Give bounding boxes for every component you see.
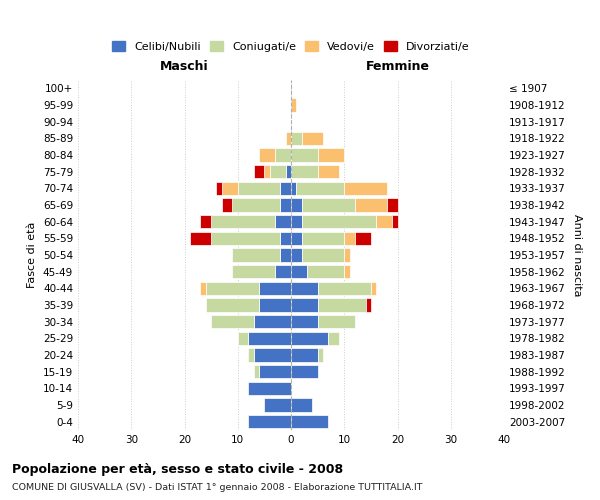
Y-axis label: Anni di nascita: Anni di nascita bbox=[572, 214, 582, 296]
Bar bbox=[291, 282, 317, 295]
Bar bbox=[222, 198, 232, 211]
Text: Femmine: Femmine bbox=[365, 60, 430, 74]
Bar bbox=[291, 348, 317, 362]
Bar bbox=[275, 148, 291, 162]
Bar bbox=[232, 248, 280, 262]
Bar bbox=[254, 365, 259, 378]
Bar bbox=[387, 198, 398, 211]
Bar bbox=[248, 348, 254, 362]
Bar bbox=[222, 182, 238, 195]
Bar bbox=[291, 315, 317, 328]
Bar bbox=[265, 398, 291, 411]
Bar bbox=[280, 198, 291, 211]
Bar bbox=[238, 182, 280, 195]
Bar bbox=[317, 165, 339, 178]
Bar bbox=[355, 232, 371, 245]
Bar bbox=[238, 332, 248, 345]
Bar bbox=[286, 165, 291, 178]
Legend: Celibi/Nubili, Coniugati/e, Vedovi/e, Divorziati/e: Celibi/Nubili, Coniugati/e, Vedovi/e, Di… bbox=[108, 36, 474, 56]
Bar bbox=[200, 215, 211, 228]
Bar bbox=[211, 232, 280, 245]
Bar bbox=[232, 198, 280, 211]
Bar bbox=[248, 332, 291, 345]
Bar bbox=[275, 265, 291, 278]
Bar bbox=[291, 398, 313, 411]
Bar bbox=[317, 348, 323, 362]
Bar bbox=[280, 248, 291, 262]
Bar bbox=[291, 298, 317, 312]
Bar bbox=[270, 165, 286, 178]
Bar bbox=[291, 415, 328, 428]
Bar bbox=[365, 298, 371, 312]
Bar bbox=[344, 232, 355, 245]
Bar bbox=[344, 265, 350, 278]
Bar bbox=[248, 415, 291, 428]
Bar bbox=[280, 232, 291, 245]
Bar bbox=[291, 365, 317, 378]
Bar bbox=[190, 232, 211, 245]
Bar bbox=[248, 382, 291, 395]
Bar bbox=[206, 298, 259, 312]
Bar bbox=[392, 215, 398, 228]
Bar bbox=[302, 248, 344, 262]
Bar bbox=[302, 215, 376, 228]
Bar bbox=[217, 182, 222, 195]
Bar bbox=[317, 315, 355, 328]
Bar bbox=[286, 132, 291, 145]
Bar bbox=[259, 148, 275, 162]
Bar bbox=[296, 182, 344, 195]
Bar bbox=[291, 332, 328, 345]
Bar bbox=[259, 282, 291, 295]
Bar bbox=[344, 248, 350, 262]
Bar bbox=[291, 248, 302, 262]
Bar bbox=[355, 198, 387, 211]
Bar bbox=[302, 198, 355, 211]
Bar bbox=[211, 215, 275, 228]
Bar bbox=[291, 215, 302, 228]
Bar bbox=[232, 265, 275, 278]
Bar bbox=[259, 365, 291, 378]
Bar bbox=[317, 298, 365, 312]
Text: COMUNE DI GIUSVALLA (SV) - Dati ISTAT 1° gennaio 2008 - Elaborazione TUTTITALIA.: COMUNE DI GIUSVALLA (SV) - Dati ISTAT 1°… bbox=[12, 484, 422, 492]
Bar bbox=[265, 165, 270, 178]
Bar bbox=[307, 265, 344, 278]
Bar bbox=[254, 165, 265, 178]
Bar bbox=[291, 182, 296, 195]
Bar bbox=[317, 282, 371, 295]
Bar bbox=[328, 332, 339, 345]
Bar bbox=[344, 182, 387, 195]
Bar bbox=[291, 265, 307, 278]
Bar bbox=[275, 215, 291, 228]
Text: Maschi: Maschi bbox=[160, 60, 209, 74]
Bar bbox=[280, 182, 291, 195]
Bar bbox=[371, 282, 376, 295]
Bar bbox=[291, 165, 317, 178]
Text: Popolazione per età, sesso e stato civile - 2008: Popolazione per età, sesso e stato civil… bbox=[12, 462, 343, 475]
Bar bbox=[200, 282, 206, 295]
Bar bbox=[376, 215, 392, 228]
Bar bbox=[291, 132, 302, 145]
Y-axis label: Fasce di età: Fasce di età bbox=[28, 222, 37, 288]
Bar bbox=[291, 148, 317, 162]
Bar bbox=[291, 198, 302, 211]
Bar bbox=[254, 348, 291, 362]
Bar bbox=[302, 232, 344, 245]
Bar bbox=[259, 298, 291, 312]
Bar bbox=[211, 315, 254, 328]
Bar bbox=[254, 315, 291, 328]
Bar bbox=[302, 132, 323, 145]
Bar bbox=[291, 98, 296, 112]
Bar bbox=[317, 148, 344, 162]
Bar bbox=[206, 282, 259, 295]
Bar bbox=[291, 232, 302, 245]
